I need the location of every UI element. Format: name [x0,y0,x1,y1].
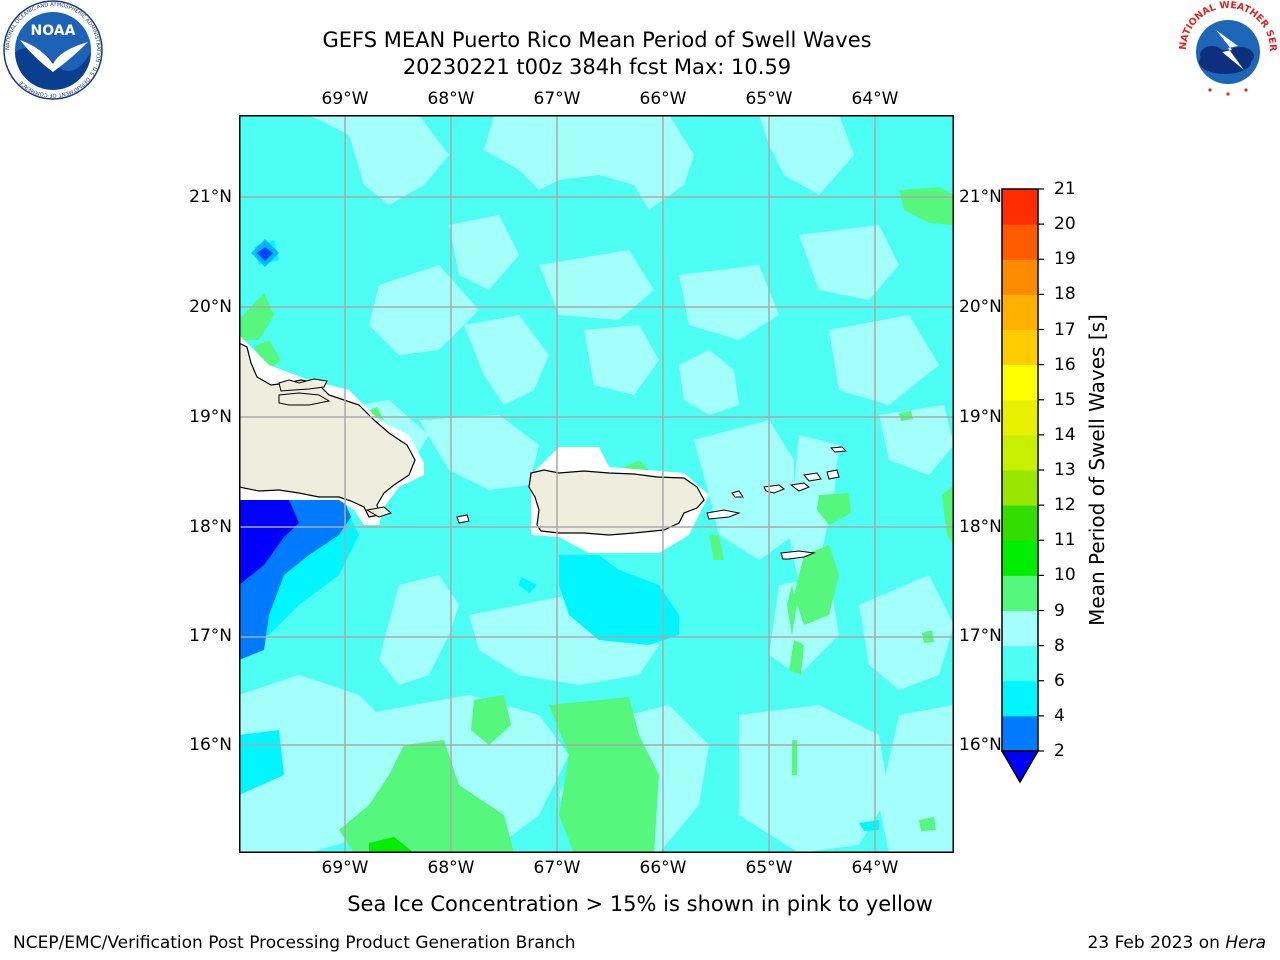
colorbar-tick-label: 8 [1054,635,1065,656]
swell-period-map [239,115,954,853]
lat-tick-label-left: 17°N [189,626,232,646]
noaa-logo-text: NOAA [31,23,76,39]
noaa-logo-icon: NATIONAL OCEANIC AND ATMOSPHERIC ADMINIS… [3,0,103,100]
lon-tick-label-bottom: 65°W [745,858,793,878]
colorbar-tick-label: 15 [1054,389,1076,410]
nws-logo-icon: NATIONAL WEATHER SERVICE [1178,0,1278,98]
lon-tick-label-bottom: 69°W [321,858,369,878]
lon-tick-label-bottom: 67°W [533,858,581,878]
colorbar-tick-label: 12 [1054,495,1076,516]
st-john-island [789,482,810,492]
colorbar-under-arrow [1000,750,1040,784]
colorbar-band [1002,715,1038,752]
colorbar-band [1002,259,1038,295]
anegada-island [829,446,848,453]
colorbar-band [1002,434,1038,471]
colorbar-tick-label: 17 [1054,319,1076,340]
footer-credit: NCEP/EMC/Verification Post Processing Pr… [13,933,576,953]
virgin-gorda-island [826,469,840,480]
colorbar-tick-label: 2 [1054,741,1065,761]
chart-subtitle: 20230221 t00z 384h fcst Max: 10.59 [402,55,792,79]
gonave-island [278,392,331,406]
colorbar-tick-label: 13 [1054,460,1076,480]
field-2-4-spot [251,239,279,267]
lon-tick-label-top: 65°W [745,89,793,109]
footer-host: Hera [1225,933,1266,953]
map-frame [239,115,954,853]
vieques-island [706,509,741,520]
lon-tick-label-top: 67°W [533,89,581,109]
colorbar-band [1002,189,1038,225]
colorbar-tick-label: 21 [1054,179,1076,199]
colorbar-tick-label: 20 [1054,214,1076,235]
footer-date-text: 23 Feb 2023 on [1087,933,1226,953]
lat-tick-label-left: 20°N [189,297,232,317]
colorbar-tick-label: 9 [1054,600,1065,621]
map-gridlines [239,115,954,853]
colorbar-bands [1002,189,1038,752]
lat-tick-label-left: 21°N [189,187,232,207]
colorbar-tick-label: 6 [1054,670,1065,691]
colorbar-title: Mean Period of Swell Waves [s] [1085,314,1109,626]
colorbar-band [1002,329,1038,366]
hispaniola-north-coast [278,378,328,392]
lat-tick-label-left: 19°N [189,407,232,427]
chart-title: GEFS MEAN Puerto Rico Mean Period of Swe… [322,28,872,52]
colorbar-band [1002,224,1038,260]
lat-tick-label-right: 17°N [959,626,1002,646]
lat-tick-label-right: 21°N [959,187,1002,207]
tortola-island [803,472,822,482]
colorbar-band [1002,540,1038,576]
lat-tick-label-left: 18°N [189,517,232,537]
sea-ice-note: Sea Ice Concentration > 15% is shown in … [347,892,933,916]
lat-tick-label-right: 18°N [959,517,1002,537]
colorbar-tick-label: 4 [1054,705,1065,726]
saona-island [365,506,392,518]
field-lt-2-region [239,500,299,585]
lon-tick-label-bottom: 64°W [851,858,899,878]
lat-tick-label-left: 16°N [189,735,232,755]
lon-tick-label-top: 69°W [321,89,369,109]
colorbar-band [1002,399,1038,436]
colorbar-band [1002,505,1038,541]
lat-tick-label-right: 16°N [959,735,1002,755]
colorbar-tick-label: 19 [1054,249,1076,270]
colorbar-tick-label: 16 [1054,354,1076,375]
lon-tick-label-bottom: 68°W [427,858,475,878]
field-10-11-region [369,837,414,853]
field-9-10-regions [239,187,954,853]
colorbar-band [1002,610,1038,647]
lon-tick-label-top: 66°W [639,89,687,109]
colorbar-tick-label: 10 [1054,565,1076,586]
colorbar-tick-label: 14 [1054,424,1076,445]
lon-tick-label-top: 64°W [851,89,899,109]
lon-tick-label-bottom: 66°W [639,858,687,878]
st-croix-island [780,550,816,560]
colorbar-band [1002,294,1038,330]
colorbar-band [1002,680,1038,717]
colorbar-band [1002,645,1038,682]
colorbar-band [1002,575,1038,611]
puerto-rico-land [528,469,705,536]
colorbar-tick-label: 11 [1054,530,1076,551]
lat-tick-label-right: 19°N [959,407,1002,427]
culebra-island [731,490,744,498]
colorbar [1000,188,1044,784]
colorbar-band [1002,364,1038,401]
colorbar-band [1002,470,1038,506]
lat-tick-label-right: 20°N [959,297,1002,317]
colorbar-ticks [1038,188,1044,752]
lon-tick-label-top: 68°W [427,89,475,109]
colorbar-tick-label: 18 [1054,284,1076,305]
footer-date: 23 Feb 2023 on Hera [1088,932,1266,954]
mona-island [456,514,470,524]
